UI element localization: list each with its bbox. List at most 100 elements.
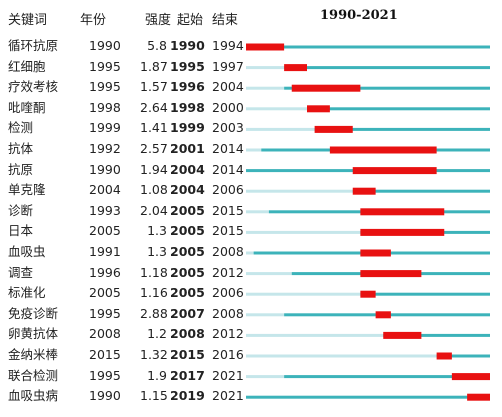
begin-cell: 2019 (170, 388, 205, 404)
table-row: 抗体 1992 2.57 2001 2014 (0, 139, 502, 159)
begin-cell: 1996 (170, 79, 205, 95)
end-cell: 2016 (212, 347, 244, 362)
year-cell: 1995 (89, 305, 121, 321)
begin-cell: 2005 (170, 202, 205, 218)
timeline-inactive-segment (246, 189, 353, 193)
keyword-cell: 吡喹酮 (8, 99, 46, 115)
timeline-title: 1990-2021 (320, 8, 398, 23)
burst-bar (352, 167, 437, 175)
table-row: 调查 1996 1.18 2005 2012 (0, 263, 502, 283)
timeline-active-segment (284, 375, 490, 379)
strength-cell: 1.87 (140, 58, 168, 74)
timeline-inactive-segment (246, 354, 437, 358)
timeline-inactive-segment (246, 333, 384, 337)
year-cell: 1990 (89, 38, 121, 53)
year-cell: 1990 (89, 388, 121, 404)
header-strength: 强度 (145, 13, 172, 28)
end-cell: 1997 (212, 58, 244, 74)
timeline-inactive-segment (246, 127, 315, 131)
burst-bar (246, 43, 285, 51)
table-row: 联合检测 1995 1.9 2017 2021 (0, 366, 502, 386)
table-row: 诊断 1993 2.04 2005 2015 (0, 201, 502, 221)
timeline-active-segment (383, 333, 490, 337)
table-row: 血吸虫 1991 1.3 2005 2008 (0, 242, 502, 262)
header-keyword: 关键词 (8, 13, 48, 28)
strength-cell: 2.88 (140, 305, 168, 321)
begin-cell: 2005 (170, 223, 205, 239)
table-row: 卵黄抗体 2008 1.2 2008 2012 (0, 324, 502, 344)
year-cell: 1998 (89, 99, 121, 115)
keyword-cell: 血吸虫病 (8, 388, 59, 404)
year-cell: 1995 (89, 367, 121, 383)
year-cell: 1995 (89, 79, 121, 95)
keyword-cell: 日本 (8, 223, 34, 239)
end-cell: 2008 (212, 244, 244, 259)
timeline-active-segment (352, 189, 490, 193)
begin-cell: 1998 (170, 99, 205, 115)
strength-cell: 5.8 (147, 38, 167, 53)
year-cell: 1995 (89, 58, 121, 74)
begin-cell: 1990 (170, 38, 205, 53)
end-cell: 1994 (212, 38, 244, 53)
strength-cell: 1.32 (140, 347, 168, 362)
end-cell: 2021 (212, 388, 244, 404)
keyword-cell: 标准化 (8, 285, 46, 301)
keyword-cell: 调查 (8, 264, 34, 280)
burst-bar (436, 352, 452, 360)
burst-bar (451, 373, 490, 381)
keyword-cell: 检测 (8, 120, 34, 136)
strength-cell: 1.08 (140, 182, 168, 198)
timeline-active-segment (284, 66, 490, 70)
timeline-inactive-segment (246, 66, 285, 70)
burst-bar (291, 84, 361, 92)
end-cell: 2014 (212, 141, 244, 156)
keyword-cell: 免疫诊断 (8, 305, 59, 321)
table-row: 血吸虫病 1990 1.15 2019 2021 (0, 386, 502, 406)
keyword-cell: 单克隆 (8, 182, 46, 198)
burst-bar (329, 146, 437, 154)
end-cell: 2021 (212, 367, 244, 383)
strength-cell: 1.3 (147, 244, 167, 259)
keyword-cell: 诊断 (8, 202, 34, 218)
burst-bar (284, 64, 307, 72)
begin-cell: 2015 (170, 347, 205, 362)
table-row: 红细胞 1995 1.87 1995 1997 (0, 57, 502, 77)
strength-cell: 1.18 (140, 264, 168, 280)
begin-cell: 2004 (170, 161, 205, 177)
table-row: 检测 1999 1.41 1999 2003 (0, 118, 502, 138)
begin-cell: 1999 (170, 120, 205, 136)
burst-bar (383, 331, 422, 339)
burst-bar (307, 105, 330, 113)
burst-bar (360, 290, 376, 298)
keyword-cell: 血吸虫 (8, 244, 46, 259)
timeline-active-segment (360, 292, 490, 296)
burst-bar (352, 187, 376, 195)
burst-bar (360, 249, 391, 257)
keyword-cell: 红细胞 (8, 58, 46, 74)
year-cell: 2008 (89, 326, 121, 342)
burst-bar (467, 393, 490, 401)
burst-bar (360, 228, 445, 236)
table-row: 循环抗原 1990 5.8 1990 1994 (0, 36, 502, 56)
year-cell: 1992 (89, 141, 121, 156)
keyword-cell: 疗效考核 (8, 79, 59, 95)
begin-cell: 2004 (170, 182, 205, 198)
timeline-inactive-segment (246, 148, 262, 152)
end-cell: 2006 (212, 285, 244, 301)
year-cell: 2004 (89, 182, 121, 198)
strength-cell: 1.41 (140, 120, 168, 136)
year-cell: 1999 (89, 120, 121, 136)
strength-cell: 1.94 (140, 161, 168, 177)
begin-cell: 2017 (170, 367, 205, 383)
strength-cell: 1.15 (140, 388, 168, 404)
burst-bar (360, 270, 422, 278)
keyword-cell: 抗原 (8, 161, 34, 177)
year-cell: 1996 (89, 264, 121, 280)
header-year: 年份 (80, 13, 107, 28)
end-cell: 2015 (212, 202, 244, 218)
year-cell: 2005 (89, 223, 121, 239)
year-cell: 1991 (89, 244, 121, 259)
end-cell: 2000 (212, 99, 244, 115)
